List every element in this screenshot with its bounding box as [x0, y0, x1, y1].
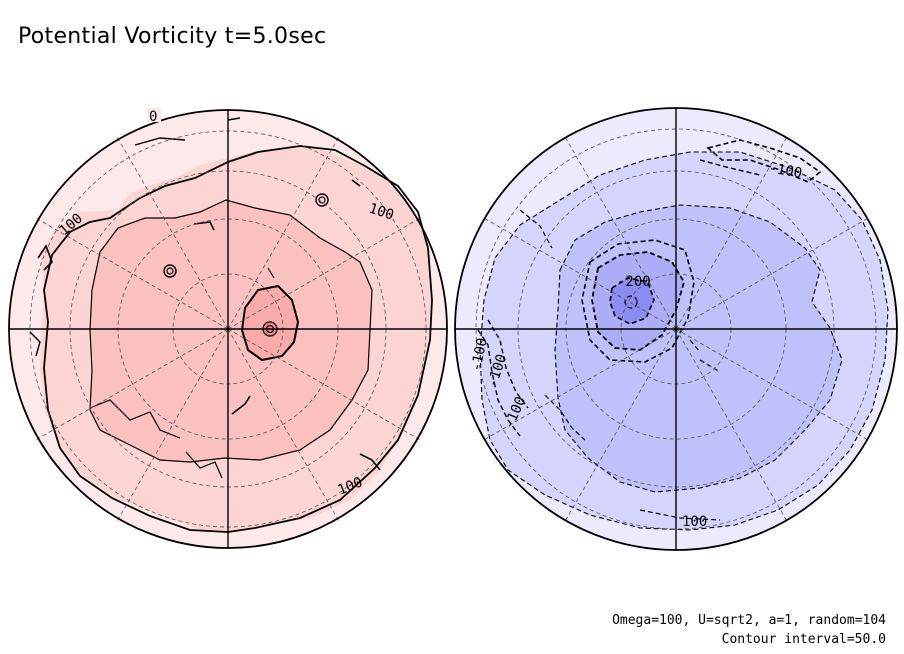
north-meridian	[227, 217, 420, 330]
south-filament-8	[699, 359, 721, 373]
south-meridian	[563, 328, 677, 523]
north-meridian	[227, 328, 420, 441]
south-filament-6	[519, 209, 553, 249]
south-filament-5	[544, 394, 586, 441]
north-filament-3	[89, 399, 181, 439]
south-disc-outline	[454, 107, 898, 551]
south-contour-minus-200	[609, 277, 655, 325]
south-meridian	[675, 328, 870, 442]
north-meridian	[116, 328, 229, 521]
south-filament-7	[639, 509, 721, 521]
north-filament-11	[267, 267, 275, 279]
north-meridian	[36, 328, 229, 441]
north-small-vortex-a-inner	[166, 267, 174, 275]
south-contour-minus-100	[554, 204, 843, 493]
north-filament-7	[351, 179, 361, 187]
north-contours	[29, 117, 433, 533]
chart-title: Potential Vorticity t=5.0sec	[18, 24, 327, 49]
south-contour-minus-150-outer	[581, 239, 695, 363]
south-fill-peak	[625, 296, 637, 308]
south-contour-label-minus-200: -200	[617, 274, 651, 290]
north-contour-150	[240, 284, 300, 362]
north-filament-8	[134, 137, 186, 146]
north-filament-5	[37, 244, 53, 271]
north-filament-4	[185, 451, 223, 479]
south-contour-label-minus-100: -100	[468, 337, 491, 373]
north-small-vortex-a	[163, 264, 177, 278]
south-contour-minus-250	[624, 295, 638, 309]
south-contour-label-100: 100	[682, 514, 707, 530]
south-contour-minus-150	[591, 251, 685, 351]
south-meridian	[675, 328, 789, 523]
north-meridian	[116, 137, 229, 330]
footer-parameters: Omega=100, U=sqrt2, a=1, random=104	[612, 613, 886, 628]
north-contour-50	[89, 199, 373, 463]
north-meridian	[227, 328, 340, 521]
south-meridian	[675, 135, 789, 330]
north-meridian	[36, 217, 229, 330]
south-filament-3	[477, 329, 521, 437]
south-meridian	[675, 216, 870, 330]
north-filament-2	[193, 221, 215, 231]
north-filament-6	[29, 331, 41, 357]
north-axes	[9, 110, 447, 548]
south-filament-4	[487, 319, 529, 409]
north-hemisphere-panel: 0 100 100 100	[8, 108, 448, 549]
south-filament-2	[699, 159, 761, 176]
south-filament-9	[689, 339, 701, 353]
south-meridian	[482, 216, 677, 330]
north-label-0-backing	[147, 108, 161, 122]
south-axes	[455, 108, 897, 550]
north-filament-9	[227, 117, 241, 121]
north-contour-0	[43, 145, 433, 533]
footer-contour-interval: Contour interval=50.0	[721, 632, 886, 647]
south-meridian	[563, 135, 677, 330]
south-contour-label-minus-100: -100	[767, 160, 803, 182]
north-small-vortex-b	[315, 193, 329, 207]
south-hemisphere-panel: -100 -200 -100 -100 -100 100	[454, 107, 898, 551]
south-meridian	[482, 328, 677, 442]
north-meridian	[227, 137, 340, 330]
north-contour-label-0: 0	[149, 109, 157, 125]
south-filament-1	[706, 139, 822, 183]
north-disc-outline	[8, 109, 448, 549]
north-filament-10	[359, 453, 381, 471]
north-filament-1	[231, 395, 251, 415]
north-contour-label-100: 100	[367, 201, 396, 224]
